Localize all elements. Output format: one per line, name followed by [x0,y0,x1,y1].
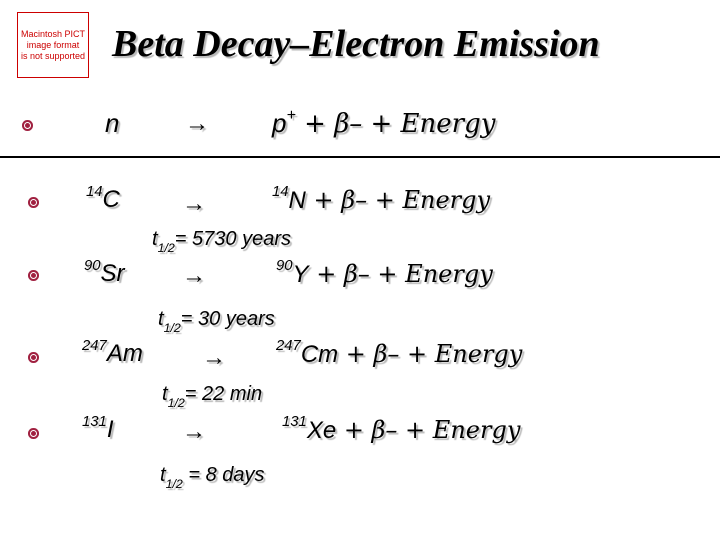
reaction-arrow-icon: → [182,262,206,289]
half-life-value: = 30 years [180,308,275,330]
reaction-arrow-icon: → [182,418,206,445]
product-symbol: Cm [300,341,339,368]
reactant-symbol: Am [106,340,143,367]
product-symbol: N [288,187,306,214]
bullet-icon [28,197,39,208]
bullet-icon [28,352,39,363]
reactant: 90Sr [84,258,125,288]
reaction-arrow-icon: → [202,344,226,371]
reactant-symbol: C [102,186,120,213]
half-life: t1/2= 30 years [158,308,275,335]
half-life: t1/2 = 8 days [160,464,265,491]
mass-number: 131 [282,414,307,430]
unsupported-image-placeholder: Macintosh PICT image format is not suppo… [17,12,89,78]
reactant: 14C [86,184,120,214]
half-life-subscript: 1/2 [157,241,175,255]
reactant-symbol: n [105,108,120,138]
product-symbol: Xe [306,417,337,444]
bullet-icon [22,120,33,131]
mass-number: 14 [272,184,289,200]
reactant: 131I [82,414,114,444]
placeholder-line: image format [26,39,80,50]
half-life-subscript: 1/2 [167,396,185,410]
reaction-arrow-icon: → [185,110,209,137]
reactant: n [105,108,119,139]
slide-title: Beta Decay–Electron Emission [112,23,600,65]
mass-number: 247 [276,338,301,354]
product-symbol: p [272,108,287,138]
mass-number: 247 [82,338,107,354]
bullet-icon [28,428,39,439]
product-tail: + β– + Energy [308,260,493,288]
half-life-value: = 8 days [182,464,265,486]
mass-number: 90 [84,258,101,274]
product-tail: + β– + Energy [338,340,523,368]
products: p+ + β– + Energy [272,106,496,139]
half-life-value: = 22 min [184,383,263,405]
products: 14N + β– + Energy [272,184,491,215]
placeholder-line: Macintosh PICT [20,28,86,39]
half-life-subscript: 1/2 [165,477,183,491]
mass-number: 131 [82,414,107,430]
reactant-symbol: Sr [100,260,125,287]
products: 131Xe + β– + Energy [282,414,521,445]
product-tail: + β– + Energy [295,109,496,139]
product-symbol: Y [292,261,309,288]
half-life: t1/2= 22 min [162,383,263,410]
products: 90Y + β– + Energy [276,258,493,289]
half-life: t1/2= 5730 years [152,228,291,255]
product-charge: + [286,106,296,124]
half-life-subscript: 1/2 [163,321,181,335]
mass-number: 14 [86,184,103,200]
divider [0,156,720,158]
reaction-arrow-icon: → [182,190,206,217]
product-tail: + β– + Energy [305,186,491,214]
products: 247Cm + β– + Energy [276,338,523,369]
reactant: 247Am [82,338,143,368]
bullet-icon [28,270,39,281]
mass-number: 90 [276,258,293,274]
reactant-symbol: I [106,416,114,443]
product-tail: + β– + Energy [336,416,521,444]
placeholder-line: is not supported [20,50,86,61]
half-life-value: = 5730 years [174,228,291,250]
